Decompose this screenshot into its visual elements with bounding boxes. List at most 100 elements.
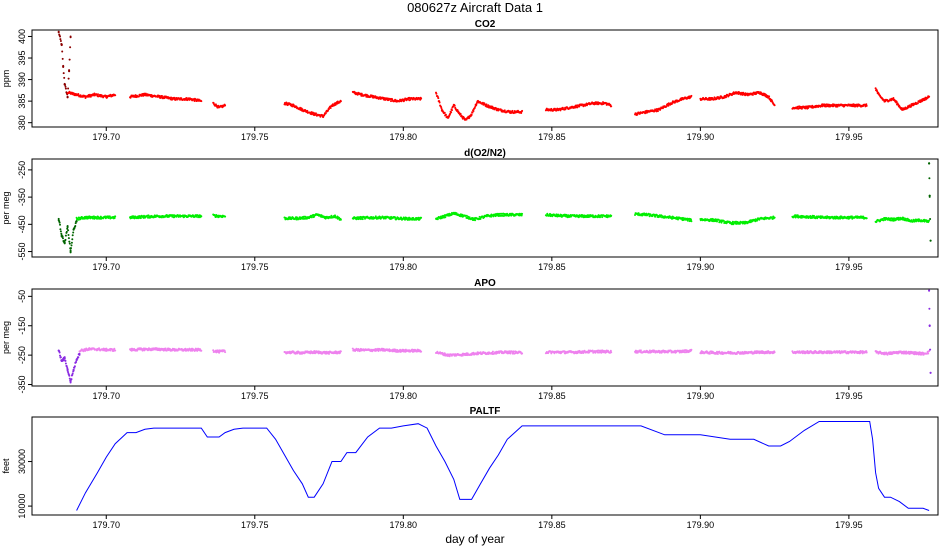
data-segment-2 [129,92,203,103]
data-point [686,219,689,222]
data-segment-8 [634,212,693,223]
data-point [459,113,462,115]
data-point [750,350,753,353]
data-point [60,234,63,237]
x-tick-label: 179.80 [390,262,418,272]
x-tick-label: 179.80 [390,391,418,401]
data-point [338,216,341,219]
data-point [865,351,868,354]
data-point [639,349,642,352]
x-tick-label: 179.75 [241,520,269,530]
data-point [185,97,188,99]
y-tick-label: -450 [17,215,27,233]
data-point [929,239,932,242]
data-segment-2 [129,214,203,220]
data-point [475,102,478,105]
plot-frame [31,158,939,258]
data-point [64,238,67,241]
data-point [96,217,99,220]
data-point [71,372,74,375]
data-segment-3 [212,349,227,354]
data-point [928,95,931,98]
data-point [74,225,77,227]
data-point [804,107,807,110]
data-segment-6 [435,91,524,121]
data-point [471,111,474,114]
y-tick-label: 390 [17,72,27,87]
x-tick-label: 179.95 [835,520,863,530]
y-tick-label: -550 [17,243,27,261]
data-point [63,76,66,79]
data-point [91,215,94,218]
data-point [339,100,342,103]
data-point [920,353,923,356]
x-tick-label: 179.85 [538,262,566,272]
data-point [330,214,333,217]
data-point [67,237,70,240]
data-point [141,349,144,352]
data-point [610,351,613,354]
data-point [667,104,670,107]
data-point [67,87,70,90]
data-point [64,85,67,88]
y-axis-label: ppm [1,70,11,88]
data-segment-10 [791,350,868,355]
data-point [485,103,488,106]
data-segment-11 [874,87,931,111]
data-point [66,368,69,371]
y-tick-label: 395 [17,51,27,66]
y-tick-label: -350 [17,188,27,206]
data-point [62,65,65,68]
data-point [113,217,116,219]
data-point [800,107,803,110]
data-point [75,220,78,223]
data-point [609,103,612,106]
data-point [717,218,720,221]
y-tick-label: -150 [17,317,27,335]
data-point [377,350,380,352]
data-point [521,212,524,215]
data-point [928,194,931,197]
data-point [63,357,66,360]
data-point [89,95,92,98]
x-tick-label: 179.70 [92,391,120,401]
data-point [588,351,591,354]
data-point [379,96,381,99]
data-point [68,374,71,377]
data-point [74,222,77,225]
data-point [315,112,317,115]
data-point [65,230,68,233]
data-point [65,365,68,368]
y-tick-label: -250 [17,346,27,364]
data-point [161,95,163,97]
data-point [798,350,801,353]
y-tick-label: -350 [17,376,27,394]
data-point [193,100,196,102]
data-point [60,44,63,47]
data-segment-11 [874,350,931,356]
figure-title: 080627z Aircraft Data 1 [407,0,543,15]
y-tick-label: -50 [17,290,27,303]
data-segment-9 [699,215,776,226]
data-point [114,349,117,352]
data-point [751,93,754,96]
data-segment-5 [351,90,423,103]
data-point [708,352,711,355]
data-point [224,215,227,218]
data-segment-10 [791,103,868,110]
data-point [417,216,420,219]
data-point [75,358,78,361]
data-point [394,348,397,351]
data-point [60,360,63,362]
data-point [61,57,64,60]
data-point [63,82,66,85]
x-tick-label: 179.95 [835,391,863,401]
data-point [75,361,78,363]
data-point [465,214,468,217]
data-point [70,244,73,247]
data-point [59,40,62,42]
data-point [72,228,75,231]
